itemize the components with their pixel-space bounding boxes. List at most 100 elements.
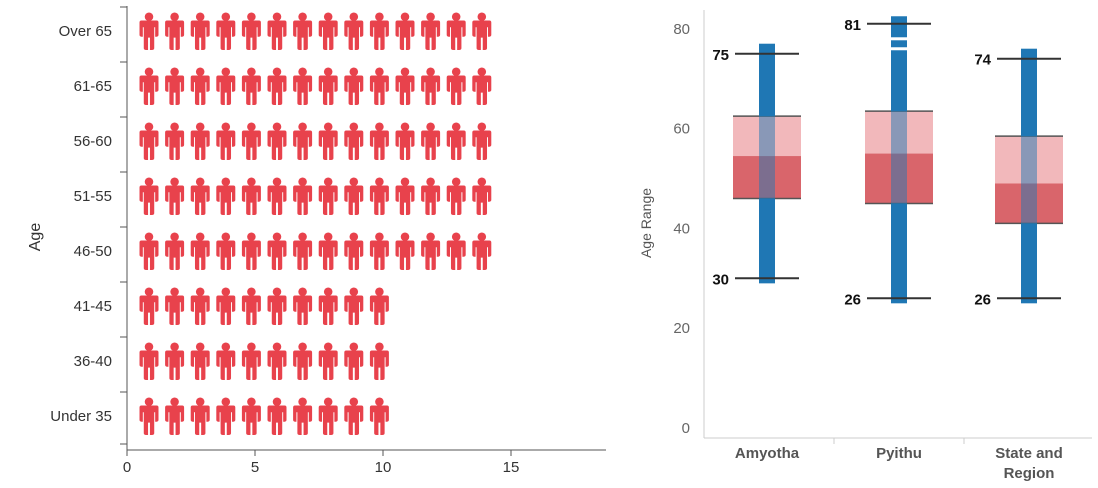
person-icon — [139, 122, 159, 160]
person-icon — [139, 67, 159, 105]
person-icon — [395, 67, 415, 105]
range-bar-upper — [891, 16, 907, 112]
person-icon — [139, 12, 159, 50]
person-icon — [165, 287, 185, 325]
person-icon — [293, 177, 313, 215]
person-icon — [344, 342, 364, 380]
person-icon — [344, 397, 364, 435]
person-icon — [190, 232, 210, 270]
person-icon — [344, 67, 364, 105]
person-icon — [472, 177, 492, 215]
person-icon — [190, 287, 210, 325]
person-icon — [241, 397, 261, 435]
person-icon — [165, 122, 185, 160]
age-category-label: 36-40 — [74, 353, 112, 370]
outlier-gap — [889, 37, 909, 41]
age-category-label: Over 65 — [59, 23, 112, 40]
pictograph-row: 61-65 — [74, 61, 492, 105]
person-icon — [190, 177, 210, 215]
person-icon — [318, 122, 338, 160]
whisker-high-label: 74 — [974, 52, 991, 69]
person-icon — [165, 232, 185, 270]
range-bar-upper — [1021, 48, 1037, 137]
person-icon — [421, 232, 441, 270]
person-icon — [472, 122, 492, 160]
whisker-high-label: 75 — [712, 47, 729, 64]
person-icon — [369, 232, 389, 270]
person-icon — [165, 12, 185, 50]
person-icon — [267, 397, 287, 435]
person-icon — [369, 287, 389, 325]
person-icon — [446, 232, 466, 270]
y-tick-label: 0 — [682, 420, 690, 437]
person-icon — [216, 287, 236, 325]
y-tick-label: 80 — [673, 21, 690, 38]
person-icon — [344, 287, 364, 325]
y-tick-label: 40 — [673, 220, 690, 237]
person-icon — [165, 67, 185, 105]
person-icon — [190, 12, 210, 50]
age-category-label: 41-45 — [74, 298, 112, 315]
person-icon — [267, 287, 287, 325]
person-icon — [241, 122, 261, 160]
person-icon — [318, 177, 338, 215]
person-icon — [369, 342, 389, 380]
whisker-low-label: 30 — [712, 271, 729, 288]
x-tick-label: 5 — [251, 459, 259, 476]
whisker-high-label: 81 — [844, 17, 861, 34]
x-tick-label: 0 — [123, 459, 131, 476]
person-icon — [241, 232, 261, 270]
person-icon — [139, 397, 159, 435]
person-icon — [369, 67, 389, 105]
age-category-label: 51-55 — [74, 188, 112, 205]
person-icon — [369, 122, 389, 160]
person-icon — [241, 287, 261, 325]
person-icon — [139, 287, 159, 325]
range-bar-lower — [891, 203, 907, 304]
person-icon — [241, 177, 261, 215]
pictograph-row: Over 65 — [59, 6, 492, 50]
range-bar-lower — [1021, 223, 1037, 304]
x-tick-label: 10 — [375, 459, 392, 476]
person-icon — [421, 67, 441, 105]
person-icon — [241, 12, 261, 50]
person-icon — [472, 67, 492, 105]
x-tick-label: 15 — [503, 459, 520, 476]
pictograph-row: 36-40 — [74, 336, 389, 380]
person-icon — [216, 122, 236, 160]
person-icon — [344, 12, 364, 50]
person-icon — [165, 177, 185, 215]
person-icon — [216, 342, 236, 380]
person-icon — [318, 397, 338, 435]
person-icon — [318, 12, 338, 50]
boxplot-group: 74 26 — [974, 48, 1063, 308]
age-category-label: 56-60 — [74, 133, 112, 150]
pictograph-row: 46-50 — [74, 226, 492, 270]
person-icon — [421, 177, 441, 215]
boxplot-group: 81 26 — [844, 16, 933, 308]
person-icon — [216, 177, 236, 215]
person-icon — [344, 177, 364, 215]
box-category-label: State and Region — [995, 445, 1063, 482]
person-icon — [190, 397, 210, 435]
person-icon — [318, 232, 338, 270]
person-icon — [190, 67, 210, 105]
person-icon — [267, 342, 287, 380]
pictograph-row: 51-55 — [74, 171, 492, 215]
person-icon — [395, 177, 415, 215]
person-icon — [446, 67, 466, 105]
boxplot-group: 75 30 — [712, 43, 801, 288]
person-icon — [190, 122, 210, 160]
person-icon — [216, 397, 236, 435]
person-icon — [395, 12, 415, 50]
person-icon — [267, 122, 287, 160]
person-icon — [241, 67, 261, 105]
range-bar-upper — [759, 43, 775, 117]
person-icon — [344, 232, 364, 270]
box-category-label: Pyithu — [876, 445, 922, 462]
person-icon — [293, 67, 313, 105]
person-icon — [318, 287, 338, 325]
person-icon — [139, 232, 159, 270]
person-icon — [216, 232, 236, 270]
person-icon — [293, 122, 313, 160]
